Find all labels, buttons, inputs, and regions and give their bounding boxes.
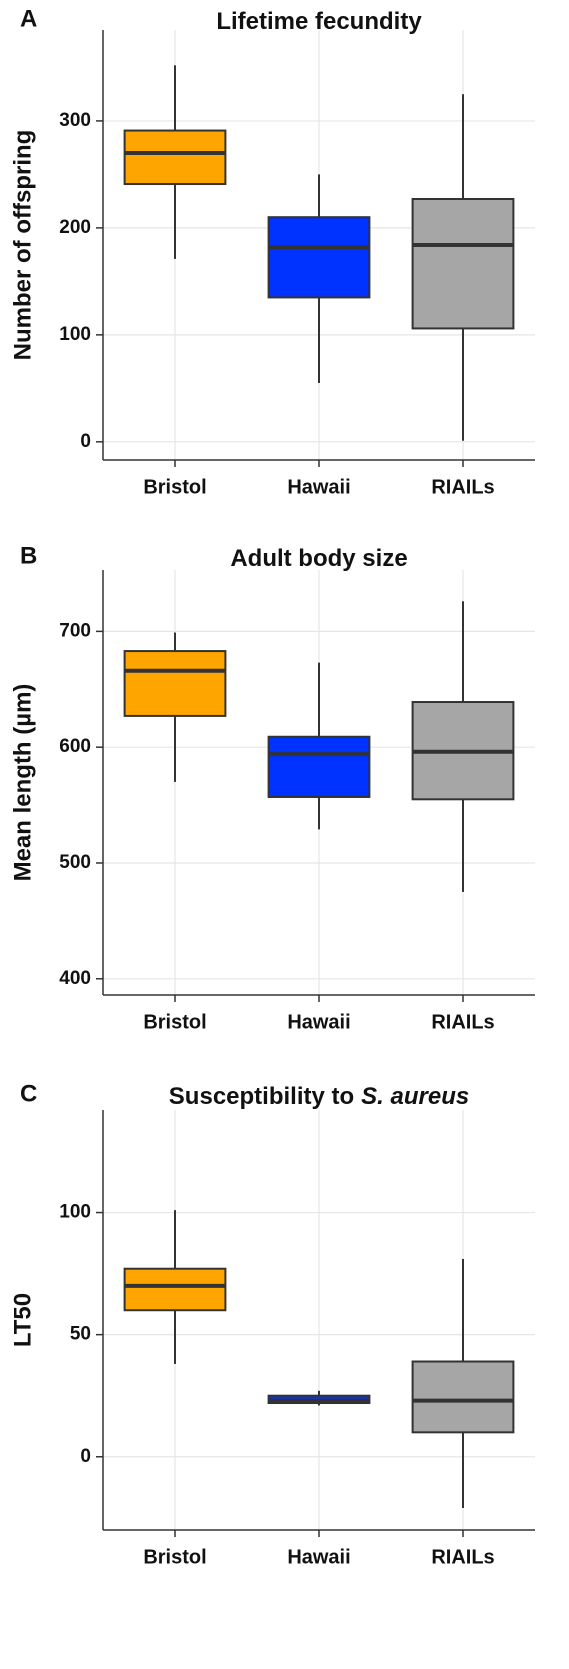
panel-label: C (20, 1080, 37, 1107)
y-tick-label: 700 (59, 620, 91, 641)
box (267, 216, 371, 299)
x-tick-label: RIAILs (431, 1011, 494, 1033)
chart-title: Susceptibility to S. aureus (169, 1083, 469, 1110)
box (411, 198, 515, 330)
box (267, 735, 371, 798)
x-tick-label: Hawaii (287, 1011, 350, 1033)
y-tick-label: 100 (59, 324, 91, 345)
x-tick-label: Bristol (143, 1546, 206, 1568)
title-text: Adult body size (230, 545, 407, 572)
panel-label: B (20, 542, 37, 569)
x-tick-label: Hawaii (287, 1546, 350, 1568)
title-text: Susceptibility to (169, 1083, 354, 1110)
y-tick-label: 500 (59, 852, 91, 873)
panel-label: A (20, 5, 37, 32)
x-tick-label: RIAILs (431, 476, 494, 498)
x-tick-label: Bristol (143, 1011, 206, 1033)
box (123, 129, 227, 186)
box (123, 650, 227, 717)
y-tick-label: 50 (70, 1324, 91, 1345)
x-tick-label: Hawaii (287, 476, 350, 498)
title-italic: S. aureus (361, 1083, 469, 1110)
y-tick-label: 0 (80, 431, 91, 452)
y-tick-label: 100 (59, 1202, 91, 1223)
x-tick-label: RIAILs (431, 1546, 494, 1568)
y-axis-label: LT50 (9, 1293, 36, 1347)
y-axis-label: Mean length (µm) (9, 684, 36, 882)
chart-title: Adult body size (230, 545, 407, 572)
y-tick-label: 0 (80, 1446, 91, 1467)
x-tick-label: Bristol (143, 476, 206, 498)
box (411, 1360, 515, 1434)
y-tick-label: 400 (59, 968, 91, 989)
y-tick-label: 200 (59, 217, 91, 238)
y-tick-label: 600 (59, 736, 91, 757)
y-axis-label: Number of offspring (9, 130, 36, 361)
box (123, 1267, 227, 1312)
y-tick-label: 300 (59, 110, 91, 131)
